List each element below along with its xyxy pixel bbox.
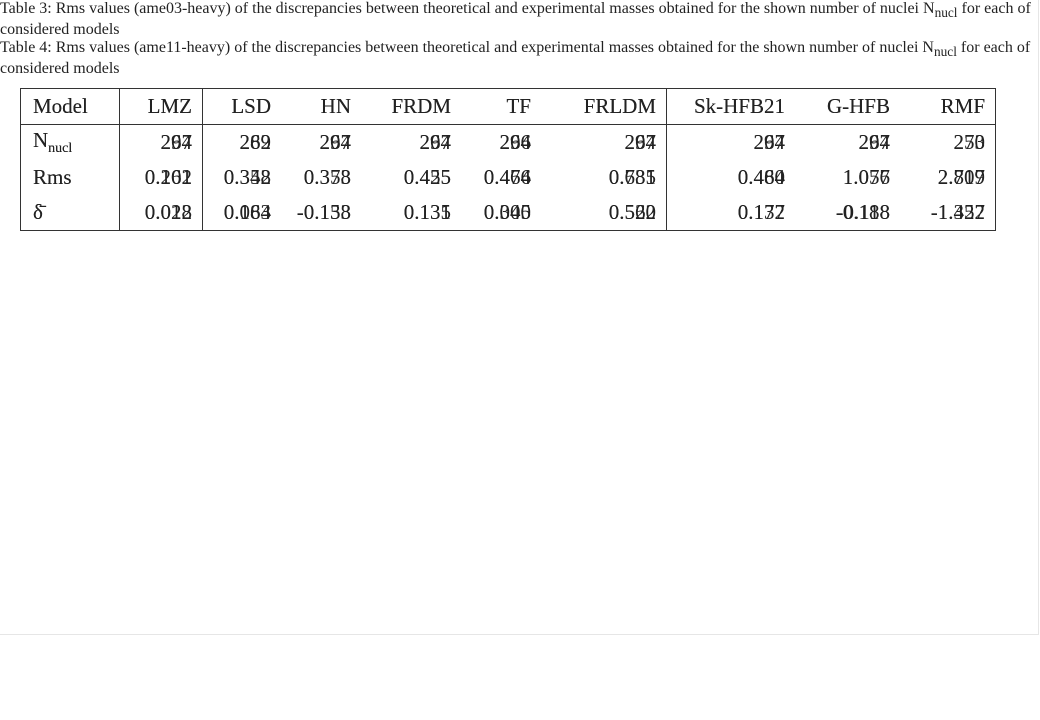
cell: 1.076 <box>842 165 890 189</box>
cell: 0.340 <box>483 200 531 224</box>
cell: 264 <box>753 130 786 154</box>
cell: -1.322 <box>930 200 985 224</box>
caption-text: for each of considered models <box>0 39 1031 78</box>
cell: 264 <box>499 130 532 154</box>
caption-text: for each of considered models <box>0 0 1031 39</box>
caption-label: Table 3: <box>0 0 52 17</box>
cell: 0.202 <box>119 160 203 195</box>
row-label-text: δ̄ <box>33 200 43 224</box>
column-header: Sk-HFB21 <box>666 88 795 125</box>
caption-subscript: nucl <box>934 5 958 21</box>
cell: 250 <box>953 130 986 154</box>
cell: 0.163 <box>223 200 271 224</box>
table-block: Table 4: Rms values (ame11-heavy) of the… <box>0 39 1038 231</box>
cell: 0.731 <box>541 160 667 195</box>
cell: 297 <box>858 130 891 154</box>
cell: 0.373 <box>303 165 351 189</box>
caption-subscript: nucl <box>933 44 957 60</box>
row-label-text: N <box>33 127 49 152</box>
column-header: HN <box>281 88 361 125</box>
cell: 0.464 <box>483 165 531 189</box>
cell: 0.028 <box>119 195 203 231</box>
cell: -0.158 <box>296 200 351 224</box>
cell: 0.348 <box>223 165 271 189</box>
row: Rms 0.202 0.352 0.358 0.455 0.476 0.731 0.484 1.… <box>20 160 996 195</box>
row-label: δ̄ <box>20 195 120 231</box>
row: Nnucl 297 289 297 297 296 297 297 297 273 <box>20 124 996 160</box>
cell: 297 <box>753 130 786 154</box>
cell: 0.358 <box>303 165 351 189</box>
cell: 297 <box>319 130 352 154</box>
caption-text: Rms values (ame11-heavy) of the discrepa… <box>55 39 934 57</box>
cell: -0.188 <box>835 200 890 224</box>
cell: -0.133 <box>296 200 351 224</box>
cell: 289 <box>239 130 272 154</box>
cell: 0.084 <box>223 200 271 224</box>
cell: 0.131 <box>403 200 451 224</box>
column-header: FRLDM <box>541 88 667 125</box>
row-label: Nnucl <box>20 124 120 160</box>
row-label-subscript: nucl <box>48 141 73 157</box>
caption: Table 3: Rms values (ame03-heavy) of the… <box>0 0 1038 39</box>
column-header: Model <box>20 88 120 125</box>
cell: 0.484 <box>737 165 785 189</box>
cell: 264 <box>858 130 891 154</box>
header-row: Model LMZ LSD HN FRDM TF FRLDM Sk-HFB21 G-HFB RMF <box>20 88 996 125</box>
cell: 264 <box>319 130 352 154</box>
cell: -0.118 <box>836 200 890 224</box>
cell: 262 <box>239 130 272 154</box>
cell: 2.717 <box>937 165 985 189</box>
cell: 0.460 <box>737 165 785 189</box>
row-label: Rms <box>20 160 120 195</box>
table: Model LMZ LSD HN FRDM TF FRLDM Sk-HFB21 G-HFB RMF… <box>20 88 996 231</box>
cell: 2.809 <box>937 165 985 189</box>
cell: 297 <box>541 124 667 160</box>
column-header: LSD <box>202 88 281 125</box>
cell: 297 <box>419 130 452 154</box>
cell: 296 <box>499 130 532 154</box>
cell: 0.005 <box>483 200 531 224</box>
caption: Table 4: Rms values (ame11-heavy) of the… <box>0 39 1038 78</box>
cell: 0.562 <box>541 195 667 231</box>
caption-label: Table 4: <box>0 39 52 57</box>
cell: 0.352 <box>223 165 271 189</box>
table-block: Table 3: Rms values (ame03-heavy) of the… <box>0 0 1038 231</box>
column-header: G-HFB <box>795 88 900 125</box>
cell: 0.476 <box>483 165 531 189</box>
cell: 0.455 <box>403 165 451 189</box>
cell: -1.457 <box>930 200 985 224</box>
column-header: LMZ <box>119 88 203 125</box>
cell: 0.132 <box>737 200 785 224</box>
column-header: TF <box>461 88 541 125</box>
cell: 264 <box>419 130 452 154</box>
cell: 0.135 <box>403 200 451 224</box>
column-header: FRDM <box>361 88 461 125</box>
row: δ̄ 0.028 0.163 -0.133 0.131 0.340 0.562 0.132 -0… <box>20 195 996 231</box>
cell: 273 <box>953 130 986 154</box>
cell: 0.177 <box>737 200 785 224</box>
cell: 1.057 <box>842 165 890 189</box>
cell: 297 <box>119 124 203 160</box>
column-header: RMF <box>900 88 996 125</box>
cell: 0.425 <box>403 165 451 189</box>
document: Table 3: Rms values (ame03-heavy) of the… <box>0 0 1039 635</box>
caption-text: Rms values (ame03-heavy) of the discrepa… <box>55 0 935 17</box>
row-label-text: Rms <box>33 165 72 189</box>
